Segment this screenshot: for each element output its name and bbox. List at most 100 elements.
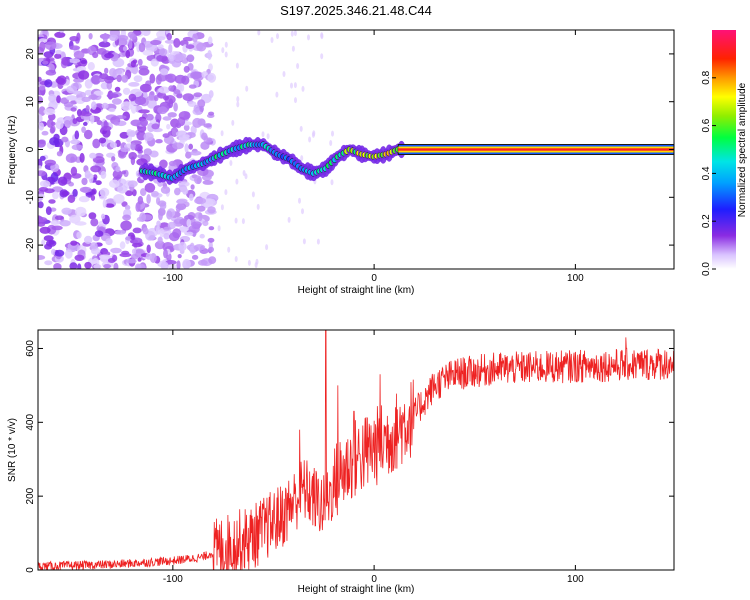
spectrogram-noise-blob	[146, 194, 151, 204]
spectrogram-noise-blob	[176, 260, 181, 269]
spectrogram-noise-blob	[84, 89, 93, 96]
spectrogram-noise-blob	[290, 82, 293, 89]
spectrogram-noise-blob	[78, 195, 90, 203]
spectrogram-noise-blob	[85, 105, 90, 112]
spectrogram-noise-blob	[80, 59, 87, 64]
colorbar-label: Normalized spectral amplitude	[737, 82, 748, 217]
spectrogram-noise-blob	[88, 94, 98, 100]
spectrogram-noise-blob	[128, 82, 140, 87]
snr-x-label: Height of straight line (km)	[298, 584, 415, 595]
spectrogram-noise-blob	[140, 188, 147, 197]
spectrogram-noise-blob	[51, 248, 56, 255]
spectrogram-noise-blob	[115, 69, 123, 75]
y-tick-label: 0	[25, 146, 36, 152]
spectrogram-noise-blob	[38, 187, 49, 192]
spectrogram-noise-blob	[157, 106, 168, 115]
spectrogram-noise-blob	[307, 34, 310, 41]
spectrogram-noise-blob	[78, 70, 90, 80]
y-tick-label: 20	[25, 48, 36, 60]
spectrogram-noise-blob	[90, 114, 95, 124]
spectrogram-noise-blob	[169, 232, 180, 242]
spectrogram-noise-blob	[43, 108, 56, 116]
spectrogram-noise-blob	[207, 36, 213, 45]
spectrogram-noise-blob	[91, 75, 101, 85]
spectrogram-noise-blob	[145, 113, 154, 121]
spectrogram-noise-blob	[81, 126, 86, 133]
spectrogram-noise-blob	[266, 133, 270, 140]
spectrogram-noise-blob	[159, 48, 168, 56]
y-tick-label: 600	[25, 340, 36, 357]
spectrogram-noise-blob	[132, 189, 137, 197]
spectrogram-noise-blob	[90, 165, 102, 173]
spectrogram-noise-blob	[294, 97, 297, 104]
spectrogram-noise-blob	[331, 130, 334, 137]
colorbar-tick-label: 0.8	[701, 70, 712, 84]
y-tick-label: -20	[25, 237, 36, 252]
spectrogram-noise-blob	[287, 216, 291, 223]
spectrogram-noise-blob	[156, 54, 168, 62]
x-tick-label: 0	[371, 273, 377, 284]
spectrogram-noise-blob	[199, 105, 204, 113]
spectrogram-noise-blob	[185, 44, 195, 49]
spectrogram-noise-blob	[143, 148, 152, 156]
spectrogram-noise-blob	[207, 206, 216, 214]
spectrogram-noise-blob	[137, 58, 143, 66]
spectrogram-noise-blob	[175, 203, 187, 211]
spectrogram-noise-blob	[110, 247, 122, 254]
spectrogram-noise-blob	[70, 166, 78, 176]
spectrogram-noise-blob	[61, 136, 69, 143]
spectrogram-noise-blob	[177, 254, 182, 259]
spectrogram-noise-blob	[320, 32, 324, 39]
spectrogram-noise-blob	[127, 180, 138, 188]
spectrogram-noise-blob	[125, 258, 137, 264]
spectrogram-noise-blob	[139, 83, 152, 93]
spectrogram-noise-blob	[244, 173, 248, 180]
spectrogram-noise-blob	[38, 201, 44, 209]
spectrogram-noise-blob	[189, 193, 194, 201]
spectrogram-noise-blob	[38, 197, 43, 202]
spectrogram-noise-blob	[70, 139, 81, 145]
spectrogram-noise-blob	[131, 253, 139, 260]
colorbar-tick-label: 0.4	[701, 166, 712, 180]
spectrogram-noise-blob	[136, 130, 146, 141]
spectrogram-noise-blob	[149, 73, 156, 84]
spectrogram-noise-blob	[41, 239, 46, 247]
spectrogram-noise-blob	[140, 118, 149, 127]
spectrogram-noise-blob	[38, 170, 47, 177]
spectrogram-noise-blob	[95, 180, 102, 186]
spectrogram-noise-blob	[92, 51, 99, 59]
spectrogram-noise-blob	[113, 262, 119, 269]
spectrogram-noise-blob	[168, 43, 173, 54]
spectrogram-noise-blob	[192, 230, 197, 237]
spectrogram-noise-blob	[312, 130, 316, 137]
snr-panel: -100 0 100 0 200 400 600 Height of straight l…	[7, 329, 675, 595]
y-tick-label: 10	[25, 96, 36, 108]
spectrogram-noise-blob	[57, 176, 68, 186]
spectrogram-x-ticks: -100 0 100	[163, 30, 584, 284]
spectrogram-noise-blob	[150, 39, 162, 46]
spectrogram-noise-blob	[103, 264, 111, 269]
spectrogram-noise-blob	[44, 79, 53, 88]
spectrogram-noise-blob	[203, 198, 216, 205]
spectrogram-noise-blob	[188, 143, 193, 150]
spectrogram-noise-blob	[111, 156, 116, 162]
spectrogram-noise-blob	[163, 248, 168, 259]
spectrogram-noise-blob	[120, 220, 132, 231]
spectrogram-noise-blob	[90, 218, 99, 227]
spectrogram-noise-blob	[241, 218, 245, 225]
y-tick-label: 200	[25, 487, 36, 504]
colorbar-ticks: 0.0 0.2 0.4 0.6 0.8	[701, 70, 716, 276]
spectrogram-noise-blob	[171, 129, 177, 136]
spectrogram-noise-blob	[208, 246, 214, 253]
spectrogram-noise-blob	[108, 179, 120, 188]
spectrogram-noise-blob	[144, 182, 156, 193]
spectrogram-noise-blob	[130, 142, 136, 151]
spectrogram-noise-blob	[236, 101, 240, 108]
spectrogram-noise-blob	[235, 62, 239, 69]
spectrogram-noise-blob	[101, 213, 106, 220]
spectrogram-noise-blob	[142, 227, 149, 235]
spectrogram-noise-blob	[38, 96, 44, 104]
spectrogram-noise-blob	[156, 36, 166, 41]
spectrogram-noise-blob	[128, 152, 137, 160]
spectrogram-noise-blob	[173, 102, 178, 112]
